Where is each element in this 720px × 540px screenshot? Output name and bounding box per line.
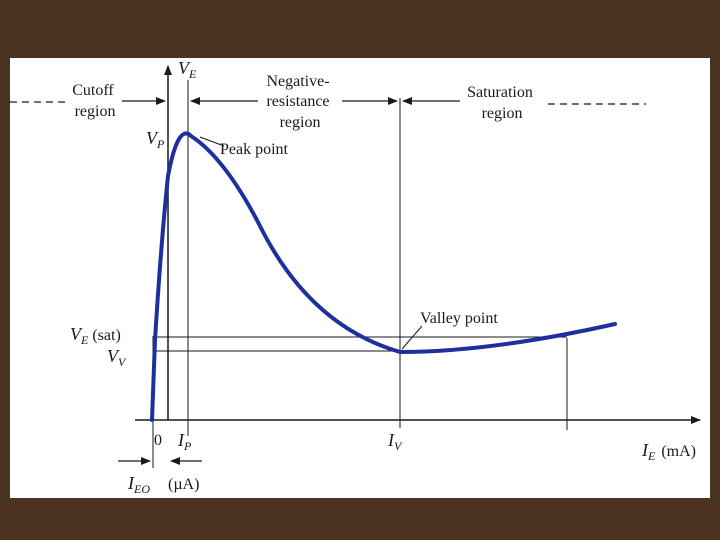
y-axis-label: VE	[178, 58, 197, 81]
negative-resistance-region-label: Negative- resistance region	[266, 73, 333, 131]
x-axis-label: IE (mA)	[641, 440, 696, 463]
origin-label: 0	[154, 432, 162, 449]
micro-unit-label: (µA)	[168, 476, 199, 493]
cutoff-region-label: Cutoff region	[72, 82, 117, 120]
ujt-characteristic-diagram: VE IE (mA) 0 (µA) Cutoff region Negative-…	[10, 58, 701, 496]
ip-label: IP	[177, 430, 192, 453]
ieo-label: IEO	[127, 473, 150, 496]
slide: VE IE (mA) 0 (µA) Cutoff region Negative-…	[10, 58, 710, 498]
valley-pointer	[401, 325, 423, 350]
peak-pointer	[199, 136, 225, 147]
saturation-region-label: Saturation region	[467, 84, 537, 122]
vp-label: VP	[146, 128, 165, 151]
vesat-label: VE (sat)	[70, 324, 121, 347]
characteristic-curve	[150, 131, 617, 422]
peak-point-label: Peak point	[220, 141, 289, 158]
vv-label: VV	[107, 346, 127, 369]
valley-point-label: Valley point	[420, 310, 498, 327]
iv-label: IV	[387, 430, 403, 453]
